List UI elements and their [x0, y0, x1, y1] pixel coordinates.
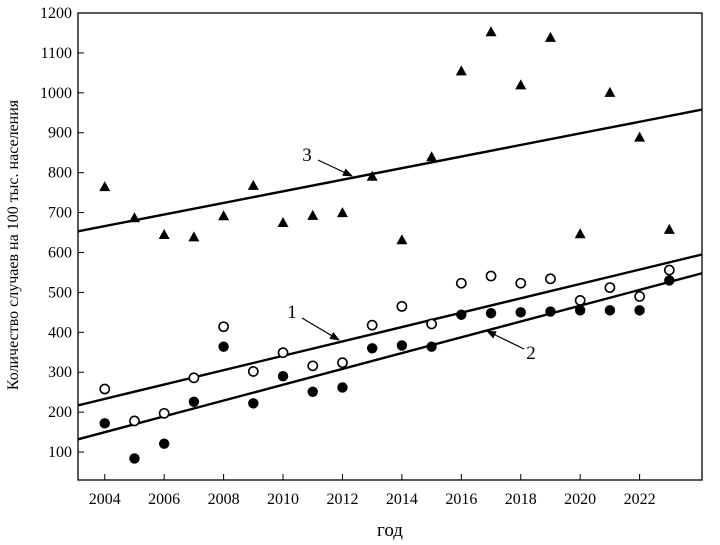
data-point-triangle: [158, 229, 170, 240]
data-point-triangle: [247, 179, 259, 190]
y-tick-label: 900: [48, 125, 72, 142]
data-point-filled-circle: [307, 386, 318, 397]
data-point-open-circle: [663, 264, 675, 276]
data-point-open-circle: [188, 372, 200, 384]
data-point-open-circle: [366, 319, 378, 331]
plot-frame: [77, 12, 703, 481]
data-point-filled-circle: [248, 398, 259, 409]
axes: 2004 2006 2008 2010 2012 2014 2016 2018 2020 2022…: [40, 5, 703, 508]
y-tick-label: 700: [48, 205, 72, 222]
y-tick-label: 1000: [40, 85, 72, 102]
x-tick-label: 2014: [386, 491, 418, 508]
data-point-filled-circle: [485, 307, 497, 319]
data-point-open-circle: [574, 294, 586, 306]
x-tick-label: 2004: [89, 491, 121, 508]
data-point-filled-circle: [129, 453, 140, 464]
data-point-open-circle: [396, 300, 408, 312]
data-point-open-circle: [337, 357, 348, 369]
data-point-filled-circle: [158, 438, 170, 449]
data-point-open-circle: [604, 282, 616, 294]
data-point-open-circle: [307, 360, 319, 372]
data-point-open-circle: [99, 383, 111, 395]
y-tick-label: 400: [48, 324, 72, 341]
data-point-filled-circle: [337, 382, 348, 393]
data-point-filled-circle: [515, 307, 526, 318]
data-point-triangle: [544, 31, 556, 42]
data-point-filled-circle: [396, 340, 408, 351]
x-tick-label: 2008: [208, 491, 240, 508]
y-tick-label: 600: [48, 244, 72, 261]
y-tick-label: 1200: [40, 5, 72, 22]
data-point-triangle: [604, 86, 616, 97]
annotation-label: 1: [287, 302, 297, 323]
data-point-open-circle: [545, 273, 556, 285]
data-point-filled-circle: [634, 305, 645, 316]
data-point-triangle: [485, 26, 497, 37]
data-point-triangle: [277, 217, 289, 228]
x-tick-label: 2016: [445, 491, 477, 508]
y-tick-label: 100: [48, 444, 72, 461]
data-point-triangle: [128, 212, 140, 223]
y-tick-label: 1100: [41, 45, 72, 62]
y-tick-label: 500: [48, 284, 72, 301]
x-tick-label: 2006: [148, 491, 180, 508]
data-point-triangle: [396, 234, 408, 245]
x-tick-label: 2012: [326, 491, 358, 508]
data-point-filled-circle: [366, 343, 378, 354]
data-point-triangle: [307, 209, 319, 220]
data-point-open-circle: [455, 277, 467, 289]
data-point-filled-circle: [545, 306, 556, 317]
annotation-label: 3: [302, 145, 312, 166]
data-point-triangle: [455, 65, 467, 76]
data-point-filled-circle: [664, 275, 675, 286]
y-tick-label: 300: [48, 364, 72, 381]
data-point-filled-circle: [426, 341, 437, 352]
data-point-filled-circle: [99, 418, 110, 429]
data-point-filled-circle: [188, 396, 200, 407]
data-point-triangle: [574, 228, 586, 239]
data-point-open-circle: [247, 366, 259, 377]
data-point-triangle: [515, 79, 527, 90]
data-point-open-circle: [277, 347, 289, 359]
annotation-arrow: [486, 330, 525, 350]
data-point-open-circle: [218, 321, 229, 333]
trend-line-2: [77, 272, 703, 441]
data-point-filled-circle: [277, 371, 289, 382]
data-point-open-circle: [634, 290, 645, 302]
data-point-filled-circle: [456, 309, 467, 320]
data-point-triangle: [99, 181, 111, 192]
data-point-triangle: [218, 210, 230, 221]
data-point-triangle: [366, 170, 378, 181]
data-point-triangle: [188, 231, 200, 242]
data-point-triangle: [426, 151, 438, 162]
x-axis-label: год: [377, 520, 403, 541]
x-tick-label: 2022: [624, 491, 656, 508]
x-tick-label: 2020: [564, 491, 596, 508]
data-point-filled-circle: [218, 341, 229, 352]
annotation-arrow: [301, 317, 340, 341]
data-point-open-circle: [485, 270, 497, 282]
data-point-open-circle: [158, 407, 170, 419]
trend-lines: [77, 108, 703, 441]
data-point-triangle: [663, 223, 675, 234]
data-point-triangle: [336, 207, 348, 218]
data-point-open-circle: [426, 318, 437, 330]
x-tick-label: 2010: [267, 491, 299, 508]
trend-line-1: [77, 253, 703, 407]
y-tick-label: 800: [48, 165, 72, 182]
data-point-triangle: [634, 131, 646, 142]
data-point-filled-circle: [574, 305, 586, 316]
annotation-label: 2: [526, 343, 536, 364]
trend-line-3: [77, 108, 703, 233]
x-tick-label: 2018: [505, 491, 537, 508]
y-tick-label: 200: [48, 404, 72, 421]
data-points: [99, 26, 675, 464]
annotation-arrow: [317, 159, 353, 177]
annotations: 1 2 3: [287, 145, 536, 364]
data-point-open-circle: [515, 277, 527, 289]
y-axis-label: Количество случаев на 100 тыс. населения: [5, 99, 22, 390]
data-point-open-circle: [129, 415, 140, 427]
data-point-filled-circle: [604, 305, 616, 316]
